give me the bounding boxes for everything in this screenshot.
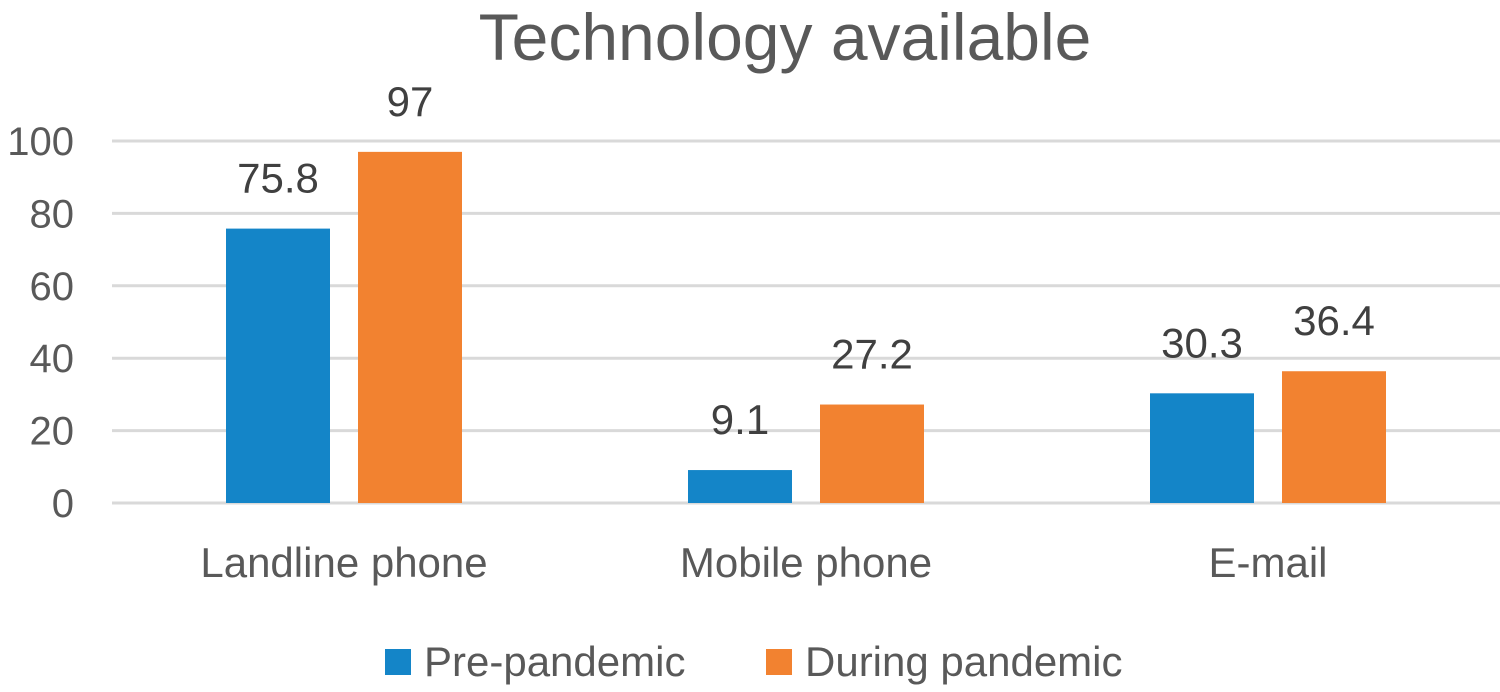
chart-title: Technology available [479, 0, 1092, 74]
bar [820, 404, 924, 503]
legend-item: Pre-pandemic [385, 638, 685, 685]
y-tick-label: 0 [52, 482, 74, 526]
gridlines [112, 139, 1500, 505]
category-label: Landline phone [200, 539, 487, 586]
legend-label: Pre-pandemic [424, 638, 685, 685]
data-label: 30.3 [1161, 319, 1243, 366]
data-label: 97 [387, 78, 434, 125]
legend-swatch [766, 649, 792, 675]
category-label: E-mail [1208, 539, 1327, 586]
y-tick-label: 80 [30, 192, 75, 236]
bar [688, 470, 792, 503]
bar [226, 228, 330, 503]
y-tick-label: 40 [30, 337, 75, 381]
y-tick-label: 60 [30, 265, 75, 309]
bar [358, 151, 462, 504]
category-label: Mobile phone [680, 539, 932, 586]
data-label: 36.4 [1293, 297, 1375, 344]
legend: Pre-pandemic During pandemic [385, 638, 1123, 685]
data-label: 75.8 [237, 155, 319, 202]
legend-label: During pandemic [805, 638, 1123, 685]
data-label: 27.2 [831, 331, 913, 378]
bar [1282, 371, 1386, 503]
x-axis-category-labels: Landline phone Mobile phone E-mail [200, 539, 1327, 586]
bar [1150, 393, 1254, 503]
legend-item: During pandemic [766, 638, 1123, 685]
y-tick-label: 20 [30, 410, 75, 454]
y-tick-label: 100 [7, 120, 74, 164]
data-labels: 75.8 9.1 30.3 97 27.2 36.4 [237, 78, 1375, 443]
y-axis-tick-labels: 0 20 40 60 80 100 [7, 120, 74, 526]
bars [226, 151, 1386, 504]
data-label: 9.1 [711, 396, 769, 443]
legend-swatch [385, 649, 411, 675]
